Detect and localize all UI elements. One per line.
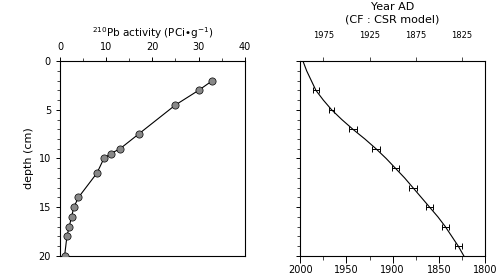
Point xyxy=(74,195,82,200)
Point xyxy=(134,132,142,136)
Point xyxy=(100,156,108,161)
X-axis label: $^{210}$Pb activity (PCi•g$^{-1}$): $^{210}$Pb activity (PCi•g$^{-1}$) xyxy=(92,25,213,41)
Point xyxy=(68,215,76,219)
Point xyxy=(70,205,78,209)
Point xyxy=(116,147,124,151)
Point xyxy=(172,103,179,107)
Point xyxy=(65,224,73,229)
Point xyxy=(107,151,115,156)
Point xyxy=(208,78,216,83)
Point xyxy=(93,171,101,175)
Point xyxy=(194,88,202,93)
Title: Year AD
(CF : CSR model): Year AD (CF : CSR model) xyxy=(346,2,440,24)
Y-axis label: depth (cm): depth (cm) xyxy=(24,128,34,189)
Point xyxy=(60,254,68,258)
Point xyxy=(63,234,71,239)
